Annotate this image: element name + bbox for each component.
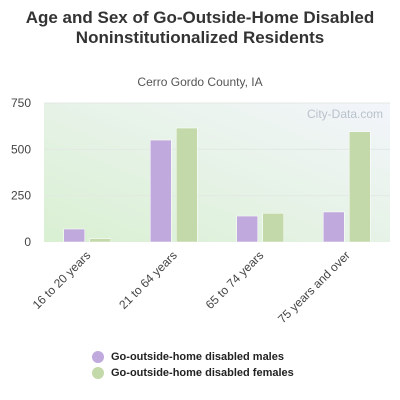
bar-males-3 xyxy=(323,211,345,243)
bars xyxy=(63,127,371,243)
legend-swatch-males xyxy=(92,351,104,363)
x-tick-label: 21 to 64 years xyxy=(116,248,180,312)
x-tick-label: 16 to 20 years xyxy=(30,248,94,312)
bar-males-1 xyxy=(150,139,172,243)
legend: Go-outside-home disabled males Go-outsid… xyxy=(92,349,294,381)
bar-females-2 xyxy=(262,213,284,243)
bar-females-3 xyxy=(349,131,371,243)
y-axis-ticks: 0 250 500 750 xyxy=(11,96,31,249)
grid-lines xyxy=(44,102,390,197)
bar-males-2 xyxy=(236,215,258,243)
y-tick-label: 500 xyxy=(11,142,31,156)
bar-males-0 xyxy=(63,228,85,243)
y-tick-label: 750 xyxy=(11,96,31,110)
chart-subtitle: Cerro Gordo County, IA xyxy=(137,75,263,89)
y-tick-label: 0 xyxy=(24,235,31,249)
legend-label-males: Go-outside-home disabled males xyxy=(111,351,284,363)
bar-females-0 xyxy=(89,238,111,243)
chart-title: Age and Sex of Go-Outside-Home Disabled … xyxy=(25,8,375,47)
legend-label-females: Go-outside-home disabled females xyxy=(111,367,294,379)
legend-item-males: Go-outside-home disabled males xyxy=(92,349,294,365)
legend-swatch-females xyxy=(92,367,104,379)
watermark: City-Data.com xyxy=(307,107,383,121)
x-tick-label: 65 to 74 years xyxy=(203,248,267,312)
legend-item-females: Go-outside-home disabled females xyxy=(92,365,294,381)
y-tick-label: 250 xyxy=(11,189,31,203)
x-axis-ticks: 16 to 20 years 21 to 64 years 65 to 74 yea… xyxy=(30,248,353,326)
bar-females-1 xyxy=(176,127,198,243)
x-tick-label: 75 years and over xyxy=(275,248,353,326)
